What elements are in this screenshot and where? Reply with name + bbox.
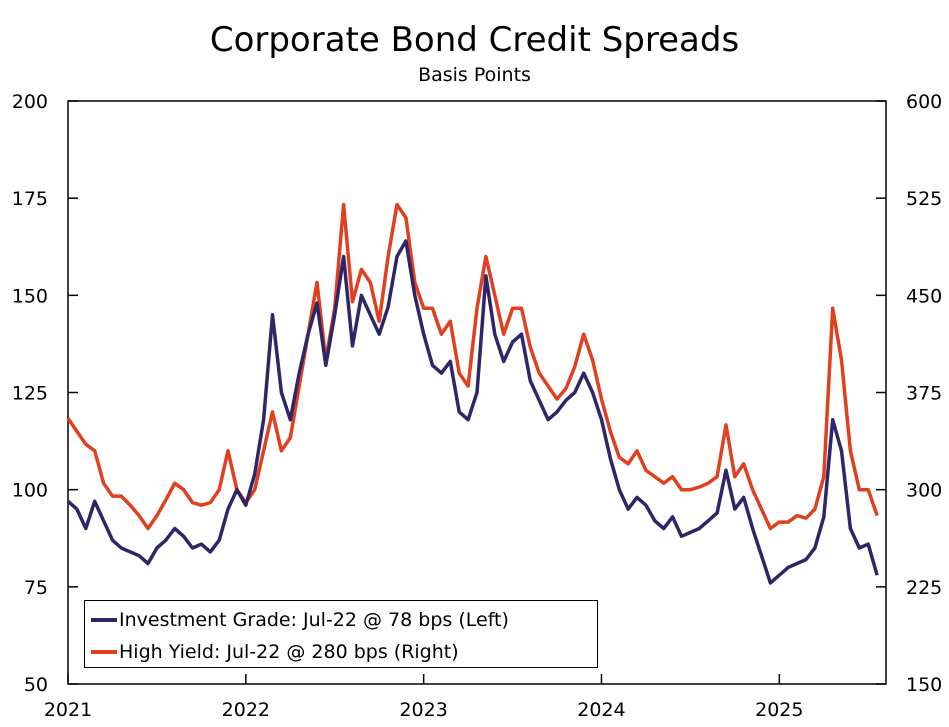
y-left-tick-label: 100	[12, 480, 48, 502]
x-tick-label: 2022	[222, 699, 270, 721]
legend-swatch-investment-grade	[91, 618, 117, 622]
axes-layer: 50 75 100 125 150 175 200 150 225 300 375 450 525 600…	[12, 91, 943, 721]
x-tick-label: 2021	[44, 699, 92, 721]
y-left-tick-label: 50	[24, 674, 48, 696]
series-line-high-yield	[66, 202, 879, 531]
legend-label-high-yield: High Yield: Jul-22 @ 280 bps (Right)	[119, 641, 459, 663]
y-left-tick-label: 75	[24, 577, 48, 599]
x-tick-label: 2025	[755, 699, 803, 721]
y-right-tick-label: 375	[906, 383, 942, 405]
y-right-tick-label: 150	[906, 674, 942, 696]
series-line-investment-grade	[66, 239, 879, 585]
legend-label-investment-grade: Investment Grade: Jul-22 @ 78 bps (Left)	[119, 609, 509, 631]
y-left-tick-label: 175	[12, 188, 48, 210]
y-left-tick-label: 150	[12, 285, 48, 307]
legend-item-investment-grade: Investment Grade: Jul-22 @ 78 bps (Left)	[85, 607, 509, 633]
y-right-tick-label: 450	[906, 285, 942, 307]
y-right-tick-label: 225	[906, 577, 942, 599]
y-left-tick-label: 200	[12, 91, 48, 113]
x-tick-label: 2024	[577, 699, 625, 721]
series-layer	[66, 202, 879, 585]
legend-item-high-yield: High Yield: Jul-22 @ 280 bps (Right)	[85, 639, 459, 665]
y-right-tick-label: 525	[906, 188, 942, 210]
y-right-tick-label: 600	[906, 91, 942, 113]
x-tick-label: 2023	[399, 699, 447, 721]
legend: Investment Grade: Jul-22 @ 78 bps (Left)…	[84, 600, 598, 668]
y-left-tick-label: 125	[12, 383, 48, 405]
chart-title: Corporate Bond Credit Spreads	[209, 20, 740, 60]
chart-subtitle: Basis Points	[418, 64, 531, 86]
legend-swatch-high-yield	[91, 650, 117, 654]
y-right-tick-label: 300	[906, 480, 942, 502]
